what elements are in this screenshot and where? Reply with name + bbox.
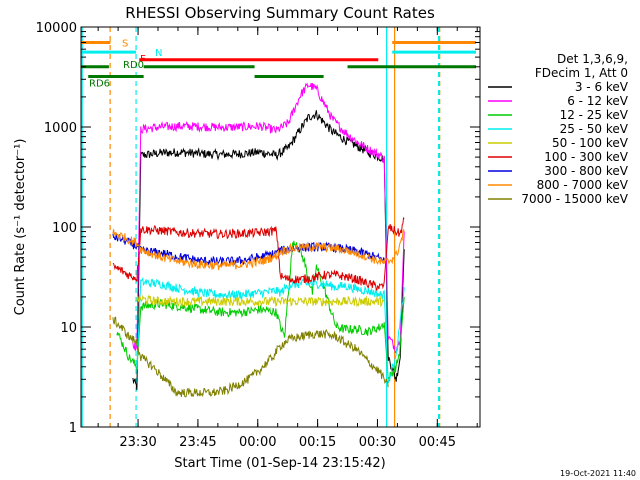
legend-label-5: 100 - 300 keV xyxy=(544,150,628,164)
series-line-7 xyxy=(112,228,405,271)
series-line-3 xyxy=(136,276,405,384)
timestamp: 19-Oct-2021 11:40 xyxy=(560,469,636,478)
x-tick-label-0: 23:30 xyxy=(119,435,156,450)
series-line-2 xyxy=(116,240,405,382)
x-tick-label-5: 00:45 xyxy=(419,435,456,450)
state-label-n: N xyxy=(155,48,162,59)
state-label-rd0: RD0 xyxy=(123,60,144,71)
series-line-1 xyxy=(132,82,405,354)
state-label-rd6: RD6 xyxy=(89,78,110,89)
y-tick-label-3: 1000 xyxy=(44,121,77,136)
state-label-f: F xyxy=(140,54,146,65)
legend-label-2: 12 - 25 keV xyxy=(560,108,629,122)
legend-label-6: 300 - 800 keV xyxy=(544,164,628,178)
series-line-0 xyxy=(132,110,405,391)
chart-title: RHESSI Observing Summary Count Rates xyxy=(125,4,435,22)
y-axis-label: Count Rate (s⁻¹ detector⁻¹) xyxy=(13,139,28,316)
legend-label-8: 7000 - 15000 keV xyxy=(521,192,628,206)
legend-label-1: 6 - 12 keV xyxy=(567,94,629,108)
state-label-s: S xyxy=(122,38,128,49)
legend-label-4: 50 - 100 keV xyxy=(552,136,629,150)
y-tick-label-1: 10 xyxy=(60,321,77,336)
series-line-8 xyxy=(112,316,389,398)
legend-label-0: 3 - 6 keV xyxy=(575,80,629,94)
x-tick-label-3: 00:15 xyxy=(299,435,336,450)
series-line-4 xyxy=(136,294,385,308)
x-tick-label-2: 00:00 xyxy=(239,435,276,450)
axes: 23:30 23:45 00:00 00:15 00:30 00:45 1 10 100 1000… xyxy=(36,21,480,450)
y-tick-label-0: 1 xyxy=(69,421,77,436)
legend-label-3: 25 - 50 keV xyxy=(560,122,629,136)
x-axis-label: Start Time (01-Sep-14 23:15:42) xyxy=(174,456,385,471)
x-tick-label-1: 23:45 xyxy=(179,435,216,450)
legend-header-1: FDecim 1, Att 0 xyxy=(535,66,628,80)
series-line-5 xyxy=(112,216,405,291)
legend-label-7: 800 - 7000 keV xyxy=(537,178,629,192)
legend-header-0: Det 1,3,6,9, xyxy=(557,52,628,66)
y-tick-label-2: 100 xyxy=(52,221,77,236)
y-tick-label-4: 10000 xyxy=(36,21,77,36)
x-tick-label-4: 00:30 xyxy=(359,435,396,450)
